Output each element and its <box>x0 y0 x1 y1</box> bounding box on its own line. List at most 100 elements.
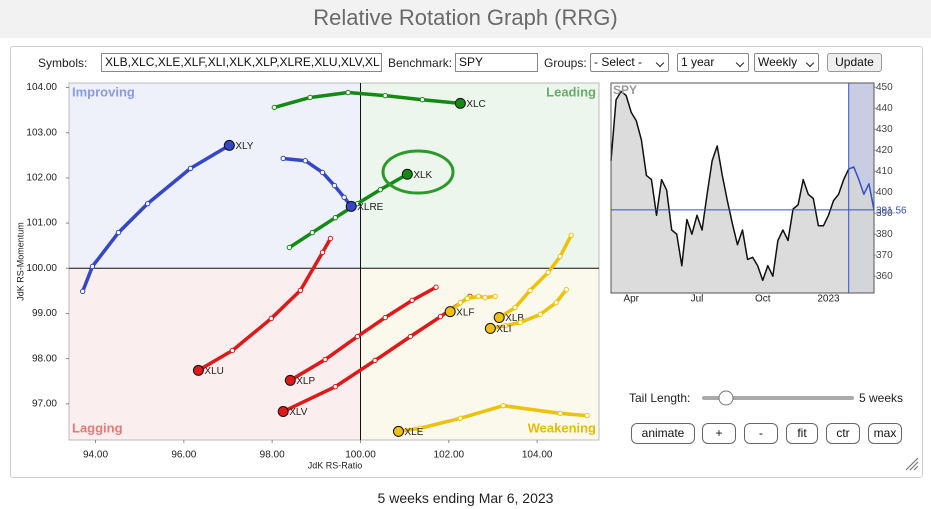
tail-line <box>272 90 463 110</box>
y-tick-label: 100.00 <box>26 263 57 274</box>
x-tick-label: 102.00 <box>434 450 465 461</box>
quadrant <box>360 83 599 269</box>
head-point <box>444 306 456 318</box>
tail-point <box>280 155 286 162</box>
tail-point <box>464 295 471 302</box>
tail-point <box>568 232 574 238</box>
groups-select[interactable]: - Select - <box>590 53 669 72</box>
update-button[interactable]: Update <box>827 53 882 72</box>
y-tick-label: 450 <box>876 82 893 93</box>
plot-border <box>610 82 875 294</box>
tail-point <box>302 158 308 164</box>
tail-point <box>319 169 326 176</box>
y-tick-label: 98.00 <box>32 353 57 364</box>
y-tick-label: 360 <box>876 271 893 282</box>
tail-point <box>517 319 524 326</box>
tail-line <box>80 143 232 294</box>
tail-point <box>144 200 151 207</box>
tail-point <box>286 244 293 251</box>
quadrant-label: Improving <box>72 84 135 99</box>
head-point <box>284 374 296 386</box>
tail-point <box>79 288 86 295</box>
y-tick-label: 440 <box>876 103 893 114</box>
tail-point <box>407 333 414 340</box>
head-point <box>277 406 289 418</box>
tail-point <box>115 229 122 236</box>
series-label: XLY <box>235 141 253 152</box>
y-tick-label: 430 <box>876 124 893 135</box>
tail-point <box>584 412 590 419</box>
tail-point <box>341 194 347 201</box>
tail-point <box>229 347 236 354</box>
series-label: XLI <box>496 324 511 335</box>
y-tick-label: 104.00 <box>26 82 57 93</box>
tail-point <box>332 214 339 221</box>
quadrant-label: Leading <box>546 84 596 99</box>
head-point <box>392 425 404 437</box>
y-tick-label: 102.00 <box>26 173 57 184</box>
tail-point <box>553 299 559 306</box>
control-button[interactable]: max <box>868 423 902 444</box>
y-tick-label: 400 <box>876 187 893 198</box>
tail-point <box>331 182 338 189</box>
period-select[interactable]: 1 year <box>677 53 749 72</box>
quadrant-label: Lagging <box>72 420 123 435</box>
tail-line <box>287 172 410 250</box>
x-tick-label: 2023 <box>817 294 840 305</box>
price-tail-line <box>848 166 875 211</box>
y-tick-label: 390 <box>876 208 893 219</box>
tail-point <box>271 104 278 111</box>
tail-point <box>557 253 563 260</box>
tail-slider-thumb[interactable] <box>718 390 734 406</box>
tail-point <box>433 284 439 290</box>
tail-line <box>396 403 589 434</box>
symbols-label: Symbols: <box>38 56 88 70</box>
series-label: XLP <box>296 376 315 387</box>
benchmark-input[interactable]: SPY <box>455 53 538 72</box>
symbols-input[interactable]: XLB,XLC,XLE,XLF,XLI,XLK,XLP,XLRE,XLU,XLV… <box>101 53 382 72</box>
x-tick-label: Jul <box>691 294 704 305</box>
x-axis-label: JdK RS-Ratio <box>308 460 363 470</box>
y-tick-label: 99.00 <box>32 308 57 319</box>
head-point <box>345 200 357 212</box>
quadrant <box>69 268 361 440</box>
control-button[interactable]: - <box>744 423 778 444</box>
control-button[interactable]: fit <box>786 423 818 444</box>
page-title: Relative Rotation Graph (RRG) <box>313 5 618 30</box>
series-label: XLRE <box>357 202 383 213</box>
control-button[interactable]: ctr <box>826 423 860 444</box>
tail-point <box>309 229 316 236</box>
tail-point <box>345 89 351 96</box>
y-tick-label: 101.00 <box>26 218 57 229</box>
tail-point <box>457 415 464 422</box>
tail-point <box>354 333 361 340</box>
control-button[interactable]: + <box>702 423 736 444</box>
head-point <box>493 312 505 324</box>
price-area <box>611 91 874 294</box>
head-point <box>223 139 235 151</box>
x-tick-label: 98.00 <box>260 450 285 461</box>
tail-point <box>377 186 384 193</box>
series-label: XLB <box>505 313 524 324</box>
price-title: SPY <box>613 83 637 97</box>
interval-select[interactable]: Weekly <box>754 53 819 72</box>
quadrant <box>69 83 361 269</box>
highlight-ellipse <box>381 149 455 195</box>
y-tick-label: 97.00 <box>32 398 57 409</box>
plot-border <box>68 82 600 441</box>
tail-length-value: 5 weeks <box>859 391 904 405</box>
tail-point <box>419 97 426 103</box>
tail-line <box>288 285 438 383</box>
control-button[interactable]: animate <box>631 423 695 444</box>
tail-point <box>89 263 96 270</box>
tail-point <box>319 249 326 256</box>
tail-line <box>497 233 573 320</box>
benchmark-label: Benchmark: <box>388 56 453 70</box>
tail-point <box>382 314 388 321</box>
tail-point <box>382 92 388 99</box>
tail-point <box>482 294 488 301</box>
price-chart: 360 370 380 390 400 410 420 430 440 450 Apr Jul Oct 2… <box>610 82 907 305</box>
tail-point <box>297 287 304 294</box>
